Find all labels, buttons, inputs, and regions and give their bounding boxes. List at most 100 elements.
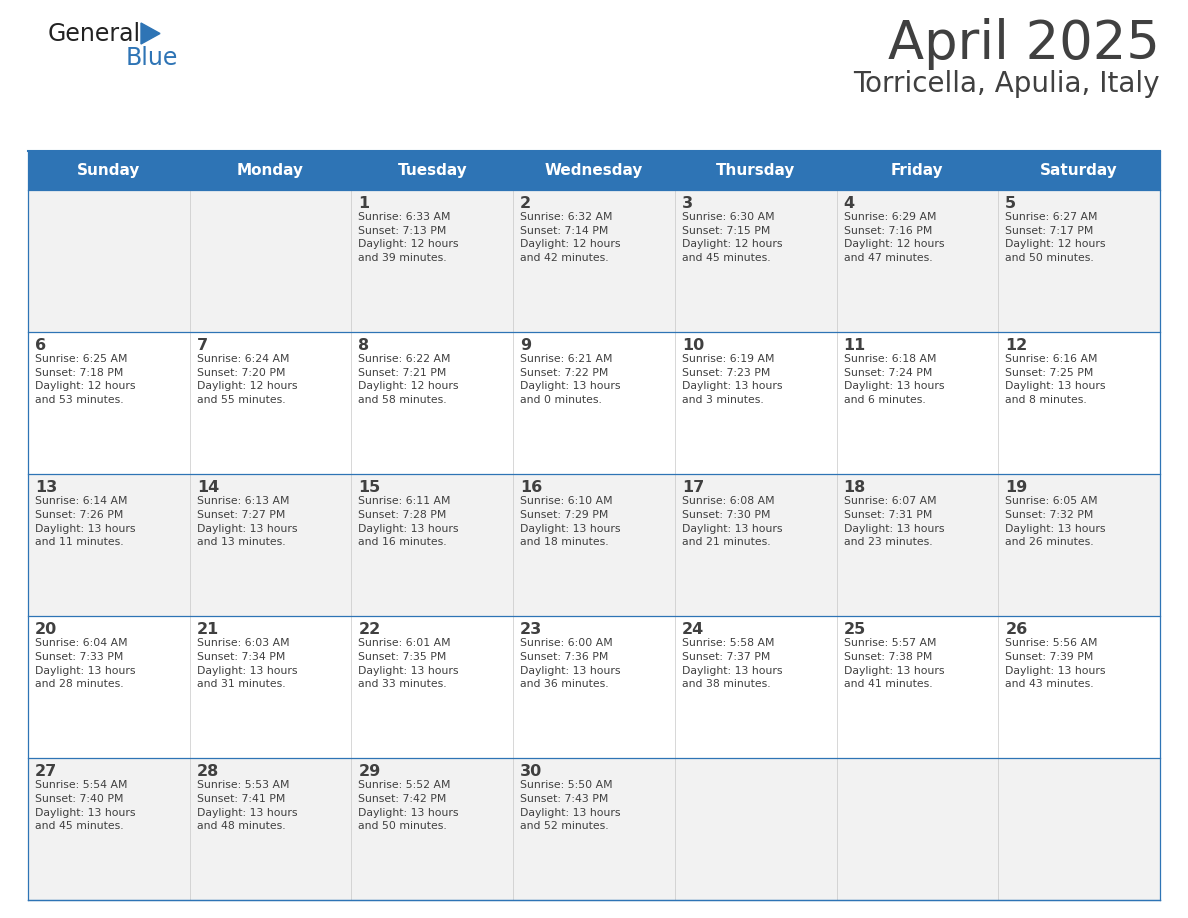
Text: Sunset: 7:35 PM: Sunset: 7:35 PM bbox=[359, 652, 447, 662]
Text: Daylight: 13 hours: Daylight: 13 hours bbox=[359, 808, 459, 818]
Text: 29: 29 bbox=[359, 764, 380, 779]
Bar bbox=[29, 332, 1159, 474]
Text: 4: 4 bbox=[843, 196, 854, 211]
Text: Sunrise: 6:19 AM: Sunrise: 6:19 AM bbox=[682, 354, 775, 364]
Text: Sunset: 7:24 PM: Sunset: 7:24 PM bbox=[843, 368, 931, 378]
Text: Sunrise: 6:08 AM: Sunrise: 6:08 AM bbox=[682, 497, 775, 507]
Bar bbox=[29, 616, 1159, 758]
Text: and 11 minutes.: and 11 minutes. bbox=[34, 537, 124, 547]
Text: Daylight: 13 hours: Daylight: 13 hours bbox=[843, 382, 944, 391]
Text: and 13 minutes.: and 13 minutes. bbox=[197, 537, 285, 547]
Text: Sunset: 7:42 PM: Sunset: 7:42 PM bbox=[359, 794, 447, 804]
Text: 18: 18 bbox=[843, 480, 866, 495]
Text: Daylight: 13 hours: Daylight: 13 hours bbox=[197, 666, 297, 676]
Text: Sunrise: 5:52 AM: Sunrise: 5:52 AM bbox=[359, 780, 451, 790]
Text: Daylight: 13 hours: Daylight: 13 hours bbox=[1005, 382, 1106, 391]
Text: Daylight: 12 hours: Daylight: 12 hours bbox=[34, 382, 135, 391]
Text: Sunrise: 5:54 AM: Sunrise: 5:54 AM bbox=[34, 780, 127, 790]
Text: Tuesday: Tuesday bbox=[398, 163, 467, 178]
Polygon shape bbox=[141, 23, 160, 44]
Text: Sunset: 7:30 PM: Sunset: 7:30 PM bbox=[682, 510, 770, 520]
Text: Sunset: 7:15 PM: Sunset: 7:15 PM bbox=[682, 226, 770, 236]
Text: 28: 28 bbox=[197, 764, 219, 779]
Text: 7: 7 bbox=[197, 338, 208, 353]
Text: Daylight: 13 hours: Daylight: 13 hours bbox=[1005, 523, 1106, 533]
Text: 10: 10 bbox=[682, 338, 704, 353]
Text: Daylight: 12 hours: Daylight: 12 hours bbox=[359, 382, 459, 391]
Text: Daylight: 13 hours: Daylight: 13 hours bbox=[1005, 666, 1106, 676]
Text: and 8 minutes.: and 8 minutes. bbox=[1005, 395, 1087, 405]
Text: and 39 minutes.: and 39 minutes. bbox=[359, 253, 447, 263]
Text: Daylight: 13 hours: Daylight: 13 hours bbox=[359, 666, 459, 676]
Text: Daylight: 13 hours: Daylight: 13 hours bbox=[197, 808, 297, 818]
Text: 20: 20 bbox=[34, 622, 57, 637]
Text: Sunset: 7:41 PM: Sunset: 7:41 PM bbox=[197, 794, 285, 804]
Text: 6: 6 bbox=[34, 338, 46, 353]
Text: Sunrise: 6:18 AM: Sunrise: 6:18 AM bbox=[843, 354, 936, 364]
Text: Daylight: 13 hours: Daylight: 13 hours bbox=[682, 523, 783, 533]
Text: and 43 minutes.: and 43 minutes. bbox=[1005, 679, 1094, 689]
Text: Sunset: 7:17 PM: Sunset: 7:17 PM bbox=[1005, 226, 1094, 236]
Text: 17: 17 bbox=[682, 480, 704, 495]
Text: Sunset: 7:34 PM: Sunset: 7:34 PM bbox=[197, 652, 285, 662]
Text: Daylight: 12 hours: Daylight: 12 hours bbox=[520, 240, 620, 250]
Text: 1: 1 bbox=[359, 196, 369, 211]
Text: and 18 minutes.: and 18 minutes. bbox=[520, 537, 608, 547]
Text: 5: 5 bbox=[1005, 196, 1017, 211]
Text: Daylight: 13 hours: Daylight: 13 hours bbox=[34, 523, 135, 533]
Text: Sunrise: 5:56 AM: Sunrise: 5:56 AM bbox=[1005, 639, 1098, 648]
Text: Sunrise: 6:14 AM: Sunrise: 6:14 AM bbox=[34, 497, 127, 507]
Text: Sunrise: 6:13 AM: Sunrise: 6:13 AM bbox=[197, 497, 289, 507]
Text: and 6 minutes.: and 6 minutes. bbox=[843, 395, 925, 405]
Bar bbox=[29, 474, 1159, 616]
Text: Sunrise: 6:07 AM: Sunrise: 6:07 AM bbox=[843, 497, 936, 507]
Text: Daylight: 12 hours: Daylight: 12 hours bbox=[197, 382, 297, 391]
Text: 14: 14 bbox=[197, 480, 219, 495]
Text: Sunset: 7:25 PM: Sunset: 7:25 PM bbox=[1005, 368, 1094, 378]
Text: 8: 8 bbox=[359, 338, 369, 353]
Text: and 23 minutes.: and 23 minutes. bbox=[843, 537, 933, 547]
Text: and 45 minutes.: and 45 minutes. bbox=[682, 253, 771, 263]
Text: 30: 30 bbox=[520, 764, 543, 779]
Text: and 36 minutes.: and 36 minutes. bbox=[520, 679, 608, 689]
Text: 27: 27 bbox=[34, 764, 57, 779]
Text: Sunset: 7:36 PM: Sunset: 7:36 PM bbox=[520, 652, 608, 662]
Text: 16: 16 bbox=[520, 480, 543, 495]
Text: Daylight: 13 hours: Daylight: 13 hours bbox=[520, 523, 620, 533]
Text: Sunset: 7:22 PM: Sunset: 7:22 PM bbox=[520, 368, 608, 378]
Text: Torricella, Apulia, Italy: Torricella, Apulia, Italy bbox=[853, 70, 1159, 98]
Text: Daylight: 12 hours: Daylight: 12 hours bbox=[359, 240, 459, 250]
Text: Sunrise: 6:30 AM: Sunrise: 6:30 AM bbox=[682, 212, 775, 222]
Text: Sunrise: 5:50 AM: Sunrise: 5:50 AM bbox=[520, 780, 613, 790]
Text: Sunset: 7:28 PM: Sunset: 7:28 PM bbox=[359, 510, 447, 520]
Text: Daylight: 13 hours: Daylight: 13 hours bbox=[34, 666, 135, 676]
Text: Daylight: 13 hours: Daylight: 13 hours bbox=[520, 808, 620, 818]
Text: 22: 22 bbox=[359, 622, 380, 637]
Text: Sunset: 7:40 PM: Sunset: 7:40 PM bbox=[34, 794, 124, 804]
Text: Sunset: 7:31 PM: Sunset: 7:31 PM bbox=[843, 510, 931, 520]
Text: Sunrise: 6:22 AM: Sunrise: 6:22 AM bbox=[359, 354, 451, 364]
Text: Sunset: 7:33 PM: Sunset: 7:33 PM bbox=[34, 652, 124, 662]
Text: Sunset: 7:21 PM: Sunset: 7:21 PM bbox=[359, 368, 447, 378]
Text: Sunset: 7:23 PM: Sunset: 7:23 PM bbox=[682, 368, 770, 378]
Text: Sunset: 7:26 PM: Sunset: 7:26 PM bbox=[34, 510, 124, 520]
Text: Thursday: Thursday bbox=[716, 163, 796, 178]
Text: Sunset: 7:14 PM: Sunset: 7:14 PM bbox=[520, 226, 608, 236]
Text: and 50 minutes.: and 50 minutes. bbox=[1005, 253, 1094, 263]
Text: Sunrise: 5:58 AM: Sunrise: 5:58 AM bbox=[682, 639, 775, 648]
Text: and 53 minutes.: and 53 minutes. bbox=[34, 395, 124, 405]
Text: and 38 minutes.: and 38 minutes. bbox=[682, 679, 771, 689]
Text: Daylight: 13 hours: Daylight: 13 hours bbox=[682, 666, 783, 676]
Text: Sunrise: 6:32 AM: Sunrise: 6:32 AM bbox=[520, 212, 613, 222]
Text: and 52 minutes.: and 52 minutes. bbox=[520, 821, 608, 831]
Text: Sunset: 7:18 PM: Sunset: 7:18 PM bbox=[34, 368, 124, 378]
Text: Sunset: 7:32 PM: Sunset: 7:32 PM bbox=[1005, 510, 1094, 520]
Text: Sunset: 7:20 PM: Sunset: 7:20 PM bbox=[197, 368, 285, 378]
Text: Sunrise: 5:53 AM: Sunrise: 5:53 AM bbox=[197, 780, 289, 790]
Text: 3: 3 bbox=[682, 196, 693, 211]
Text: 9: 9 bbox=[520, 338, 531, 353]
Text: Sunrise: 6:29 AM: Sunrise: 6:29 AM bbox=[843, 212, 936, 222]
Text: and 21 minutes.: and 21 minutes. bbox=[682, 537, 771, 547]
Text: Wednesday: Wednesday bbox=[545, 163, 643, 178]
Text: Sunrise: 6:16 AM: Sunrise: 6:16 AM bbox=[1005, 354, 1098, 364]
